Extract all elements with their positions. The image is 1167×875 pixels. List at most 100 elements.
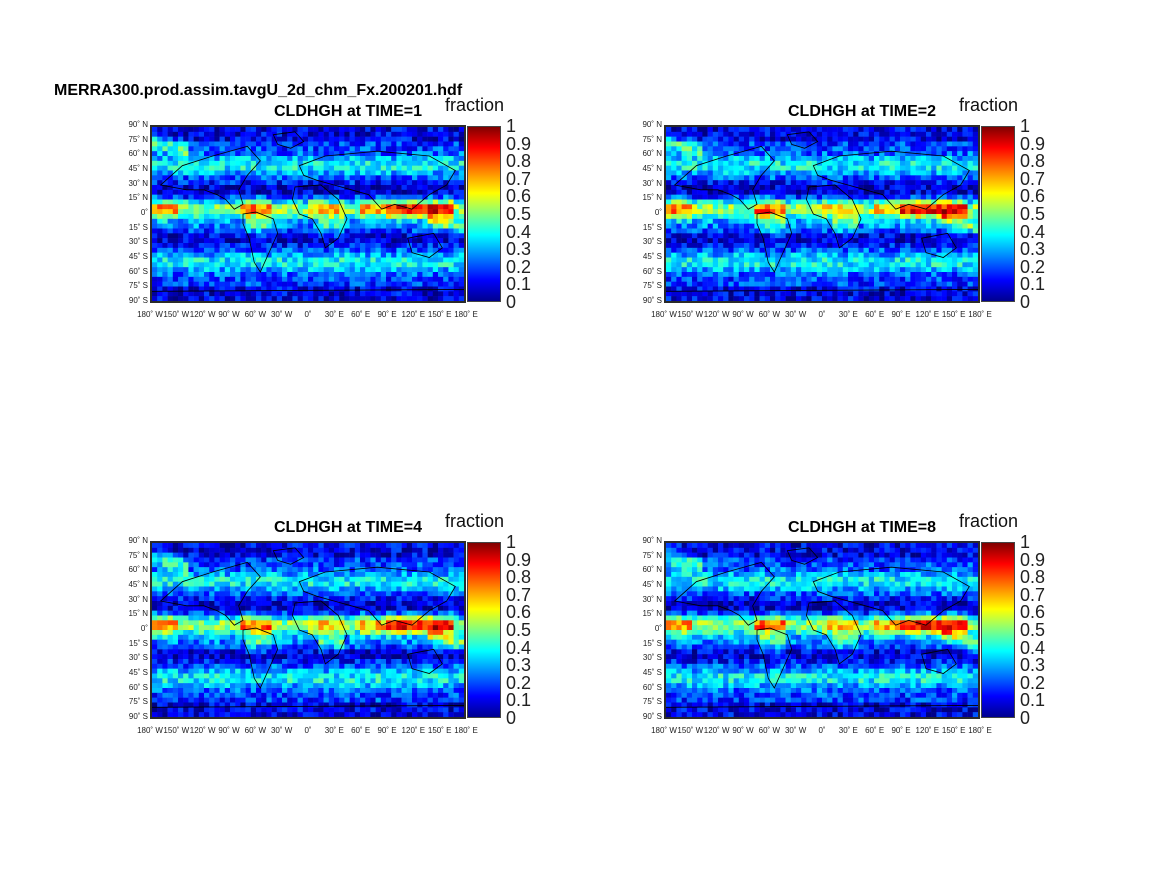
latitude-tick-label: 0˚ (140, 624, 148, 633)
longitude-tick-label: 150˚ W (677, 726, 704, 735)
longitude-tick-label: 90˚ E (377, 310, 397, 319)
latitude-tick-label: 0˚ (140, 208, 148, 217)
colorbar-tick-label: 0.9 (1020, 133, 1046, 154)
colorbar-tick-label: 0.9 (506, 133, 532, 154)
colorbar-tick-label: 0.1 (506, 274, 532, 295)
longitude-tick-label: 60˚ W (758, 726, 780, 735)
cloud-fraction-map (664, 541, 980, 719)
latitude-tick-label: 60˚ S (128, 266, 148, 276)
longitude-tick-label: 30˚ W (784, 726, 807, 735)
longitude-tick-label: 30˚ E (324, 726, 344, 735)
colorbar-tick-label: 1 (506, 532, 517, 552)
colorbar-tick-label: 0.9 (1020, 549, 1046, 570)
colorbar-tick-label: 0.6 (506, 602, 532, 623)
latitude-tick-label: 60˚ S (642, 682, 662, 692)
colorbar-label: fraction (959, 511, 1019, 531)
cloud-field-raster (152, 127, 464, 301)
coastline (242, 211, 279, 273)
colorbar-tick-label: 0.2 (1020, 256, 1046, 277)
map-panel-time-1: CLDHGH at TIME=1 90˚ N 75˚ N 60˚ N 45˚ N 30˚ … (112, 95, 582, 333)
colorbar-tick-label: 0.3 (1020, 239, 1046, 260)
latitude-tick-label: 15˚ S (642, 638, 662, 648)
longitude-tick-label: 120˚ E (915, 310, 940, 319)
longitude-tick-label: 150˚ W (677, 310, 704, 319)
longitude-tick-label: 60˚ E (351, 310, 371, 319)
latitude-tick-label: 0˚ (654, 624, 662, 633)
cloud-field-raster (666, 127, 978, 301)
colorbar-tick-label: 0.9 (506, 549, 532, 570)
longitude-tick-label: 180˚ E (454, 310, 478, 319)
longitude-tick-label: 30˚ E (838, 726, 858, 735)
longitude-tick-label: 180˚ W (651, 310, 677, 319)
latitude-tick-label: 30˚ N (642, 594, 662, 604)
latitude-tick-label: 75˚ N (128, 550, 148, 560)
coastline (921, 648, 957, 674)
longitude-tick-label: 150˚ E (941, 726, 966, 735)
latitude-tick-label: 15˚ S (128, 222, 148, 232)
panel-title: CLDHGH at TIME=4 (273, 519, 422, 536)
colorbar (467, 542, 501, 718)
colorbar-tick-label: 0.2 (506, 256, 532, 277)
latitude-tick-label: 60˚ N (128, 565, 148, 575)
colorbar-tick-label: 0.1 (1020, 690, 1046, 711)
coastline (298, 566, 456, 626)
longitude-tick-label: 180˚ W (651, 726, 677, 735)
latitude-tick-label: 15˚ N (128, 193, 148, 203)
colorbar-tick-label: 0.6 (1020, 602, 1046, 623)
latitude-tick-label: 75˚ S (128, 281, 148, 291)
latitude-tick-label: 15˚ N (642, 193, 662, 203)
latitude-tick-label: 60˚ N (642, 149, 662, 159)
colorbar-tick-label: 0.8 (506, 151, 532, 172)
coastline (242, 627, 279, 689)
latitude-tick-label: 15˚ S (642, 222, 662, 232)
latitude-tick-label: 75˚ N (642, 550, 662, 560)
latitude-tick-label: 15˚ S (128, 638, 148, 648)
colorbar-tick-label: 1 (1020, 116, 1031, 136)
latitude-tick-label: 75˚ S (642, 281, 662, 291)
longitude-tick-label: 120˚ E (401, 310, 426, 319)
longitude-tick-label: 30˚ E (838, 310, 858, 319)
longitude-tick-label: 60˚ E (865, 310, 885, 319)
latitude-tick-label: 45˚ S (642, 252, 662, 261)
coastline (812, 566, 970, 626)
longitude-tick-label: 120˚ E (401, 726, 426, 735)
latitude-tick-label: 90˚ N (642, 536, 662, 545)
map-panel-time-4: CLDHGH at TIME=4 90˚ N 75˚ N 60˚ N 45˚ N 30˚ … (112, 511, 582, 749)
colorbar-tick-label: 0.7 (1020, 168, 1046, 189)
latitude-tick-label: 75˚ N (128, 134, 148, 144)
colorbar-tick-label: 0.3 (506, 655, 532, 676)
longitude-axis: 180˚ W 150˚ W 120˚ W 90˚ W 60˚ W 30˚ W 0˚ 30˚ E… (112, 310, 582, 322)
longitude-tick-label: 90˚ E (891, 310, 911, 319)
longitude-tick-label: 90˚ W (732, 726, 754, 735)
colorbar-tick-label: 0.7 (506, 168, 532, 189)
latitude-tick-label: 30˚ S (642, 653, 662, 663)
latitude-tick-label: 90˚ N (128, 536, 148, 545)
latitude-tick-label: 60˚ N (128, 149, 148, 159)
longitude-tick-label: 0˚ (818, 310, 826, 319)
colorbar-tick-label: 0.4 (1020, 221, 1046, 242)
latitude-tick-label: 75˚ S (642, 697, 662, 707)
coastline (272, 547, 305, 565)
longitude-tick-label: 150˚ E (427, 310, 452, 319)
longitude-tick-label: 30˚ E (324, 310, 344, 319)
latitude-tick-label: 45˚ S (642, 668, 662, 677)
longitude-tick-label: 60˚ E (351, 726, 371, 735)
colorbar-tick-label: 0.5 (506, 204, 532, 224)
longitude-tick-label: 0˚ (304, 726, 312, 735)
coastline (407, 232, 443, 258)
colorbar-tick-label: 0.6 (506, 186, 532, 207)
coastline (152, 288, 464, 292)
longitude-tick-label: 30˚ W (270, 310, 293, 319)
coastline (673, 561, 775, 626)
longitude-tick-label: 150˚ E (941, 310, 966, 319)
coastline (159, 561, 261, 626)
coastline (812, 150, 970, 210)
longitude-axis: 180˚ W 150˚ W 120˚ W 90˚ W 60˚ W 30˚ W 0˚ 30˚ E… (626, 726, 1096, 738)
latitude-tick-label: 75˚ S (128, 697, 148, 707)
colorbar-tick-label: 1 (506, 116, 517, 136)
coastline (805, 184, 862, 249)
colorbar-tick-label: 0.8 (506, 567, 532, 588)
colorbar-tick-label: 0.5 (1020, 204, 1046, 224)
colorbar-label: fraction (445, 511, 505, 531)
coastline (298, 150, 456, 210)
